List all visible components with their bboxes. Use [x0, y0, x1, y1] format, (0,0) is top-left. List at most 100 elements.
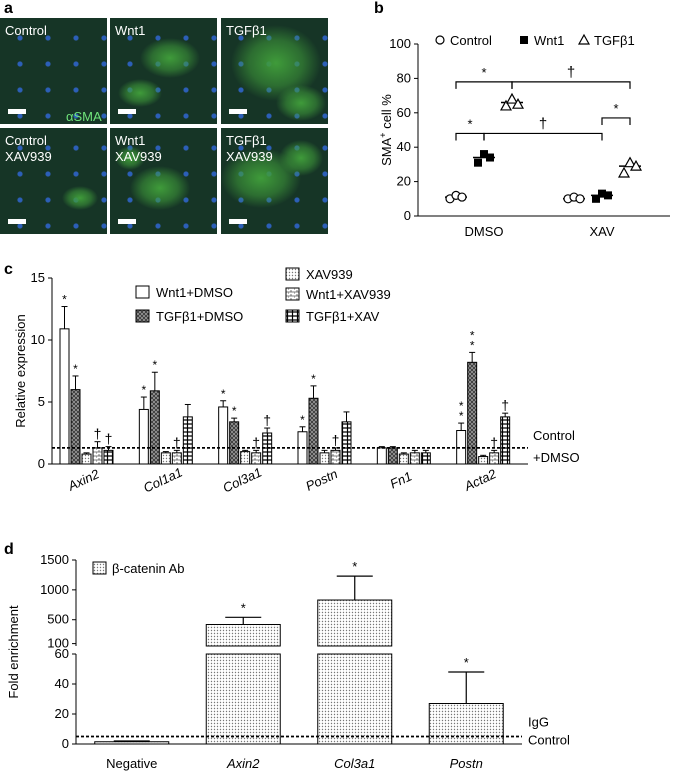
- y-axis-label: Relative expression: [13, 314, 28, 427]
- y-tick-label: 0: [38, 456, 45, 471]
- bar: [308, 397, 319, 465]
- significance-mark: *: [62, 293, 67, 307]
- panel-label-d: d: [4, 541, 14, 558]
- x-tick-label: Acta2: [461, 466, 499, 494]
- scale-bar: [118, 109, 136, 114]
- bar: [182, 416, 193, 465]
- y-tick-label: 500: [47, 612, 69, 627]
- micrograph-tile: TGFβ1 XAV939: [221, 128, 328, 234]
- micrograph-label: Control: [5, 23, 47, 38]
- significance-mark: *: [464, 655, 469, 670]
- bar: [171, 452, 182, 465]
- legend-label: TGFβ1+DMSO: [156, 309, 243, 324]
- stain-label: αSMA: [66, 109, 102, 124]
- y-tick-label: 100: [47, 636, 69, 651]
- x-tick-label: XAV: [589, 224, 614, 239]
- data-point: [486, 153, 494, 162]
- scale-bar: [229, 109, 247, 114]
- y-tick-label: 1000: [40, 582, 69, 597]
- x-tick-label: Axin2: [65, 466, 102, 494]
- significance-mark: †: [490, 434, 498, 450]
- y-tick-label: 1500: [40, 552, 69, 567]
- bar: [500, 416, 511, 465]
- bar: [149, 390, 160, 465]
- bar: [319, 452, 330, 465]
- legend-label: Wnt1+DMSO: [156, 285, 233, 300]
- bar: [387, 447, 398, 465]
- legend-label: Wnt1+XAV939: [306, 287, 391, 302]
- data-point: [577, 33, 591, 45]
- legend-label: Control: [450, 33, 492, 48]
- micrograph-tile: Wnt1 XAV939: [110, 128, 217, 234]
- legend-swatch: [135, 285, 150, 299]
- data-point: [617, 166, 631, 178]
- significance-mark: †: [173, 434, 181, 450]
- bar: [409, 452, 420, 465]
- reference-label: Control: [528, 733, 570, 748]
- bar: [229, 421, 240, 465]
- legend-swatch: [92, 561, 107, 575]
- micrograph-label: TGFβ1: [226, 23, 267, 38]
- bar: [428, 703, 504, 745]
- x-tick-label: Col3a1: [220, 464, 264, 495]
- significance-mark: †: [252, 434, 260, 450]
- significance-mark: *: [141, 383, 146, 397]
- x-tick-label: Axin2: [226, 756, 260, 771]
- chart-b-scatter: 0 20 40 60 80 100 SMA+ cell % DMSO XAV * † * † * Contr…: [380, 33, 670, 239]
- data-point: [592, 194, 600, 203]
- data-point: [520, 36, 528, 44]
- reference-label: Control: [533, 428, 575, 443]
- significance-mark: *: [221, 387, 226, 401]
- bar: [59, 328, 70, 465]
- significance-bracket: [511, 81, 631, 89]
- data-point: [435, 35, 445, 45]
- x-tick-label: Postn: [303, 466, 339, 494]
- significance-mark: *: [232, 404, 237, 418]
- data-point: [505, 92, 519, 104]
- y-tick-label: 20: [397, 174, 411, 189]
- significance-mark: †: [501, 397, 509, 413]
- scale-bar: [8, 219, 26, 224]
- significance-bracket: [483, 132, 603, 141]
- significance-mark: *: [613, 101, 618, 116]
- significance-mark: †: [105, 431, 113, 447]
- data-point: [457, 192, 467, 202]
- significance-mark: *: [459, 399, 464, 413]
- scale-bar: [118, 219, 136, 224]
- legend-label: β-catenin Ab: [112, 561, 185, 576]
- significance-mark: *: [467, 116, 472, 131]
- scale-bar: [8, 109, 26, 114]
- x-tick-label: Col3a1: [334, 756, 375, 771]
- bar: [478, 456, 489, 465]
- significance-mark: *: [459, 409, 464, 423]
- y-tick-label: 60: [397, 105, 411, 120]
- y-tick-label: 0: [62, 736, 69, 751]
- bar: [240, 451, 251, 465]
- micrograph-tile: Wnt1: [110, 18, 217, 124]
- bar: [251, 452, 262, 465]
- significance-mark: *: [481, 65, 486, 80]
- significance-mark: *: [73, 362, 78, 376]
- micrograph-tile: Control XAV939: [0, 128, 107, 234]
- x-tick-label: Col1a1: [141, 464, 185, 495]
- bar: [317, 599, 393, 647]
- bar: [420, 452, 431, 465]
- bar: [398, 453, 409, 465]
- bar: [138, 408, 149, 465]
- significance-mark: *: [311, 372, 316, 386]
- x-tick-label: Postn: [450, 756, 483, 771]
- y-tick-label: 20: [55, 706, 69, 721]
- panel-label-b: b: [374, 0, 384, 17]
- significance-bracket: [455, 132, 485, 141]
- bar: [94, 741, 170, 745]
- significance-mark: †: [263, 412, 271, 428]
- scale-bar: [229, 219, 247, 224]
- bar: [489, 452, 500, 465]
- legend-swatch: [285, 287, 300, 301]
- significance-mark: *: [352, 559, 357, 574]
- micrograph-label: Wnt1: [115, 23, 146, 38]
- bar: [205, 653, 281, 745]
- legend-swatch: [135, 309, 150, 323]
- legend-label: TGFβ1+XAV: [306, 309, 380, 324]
